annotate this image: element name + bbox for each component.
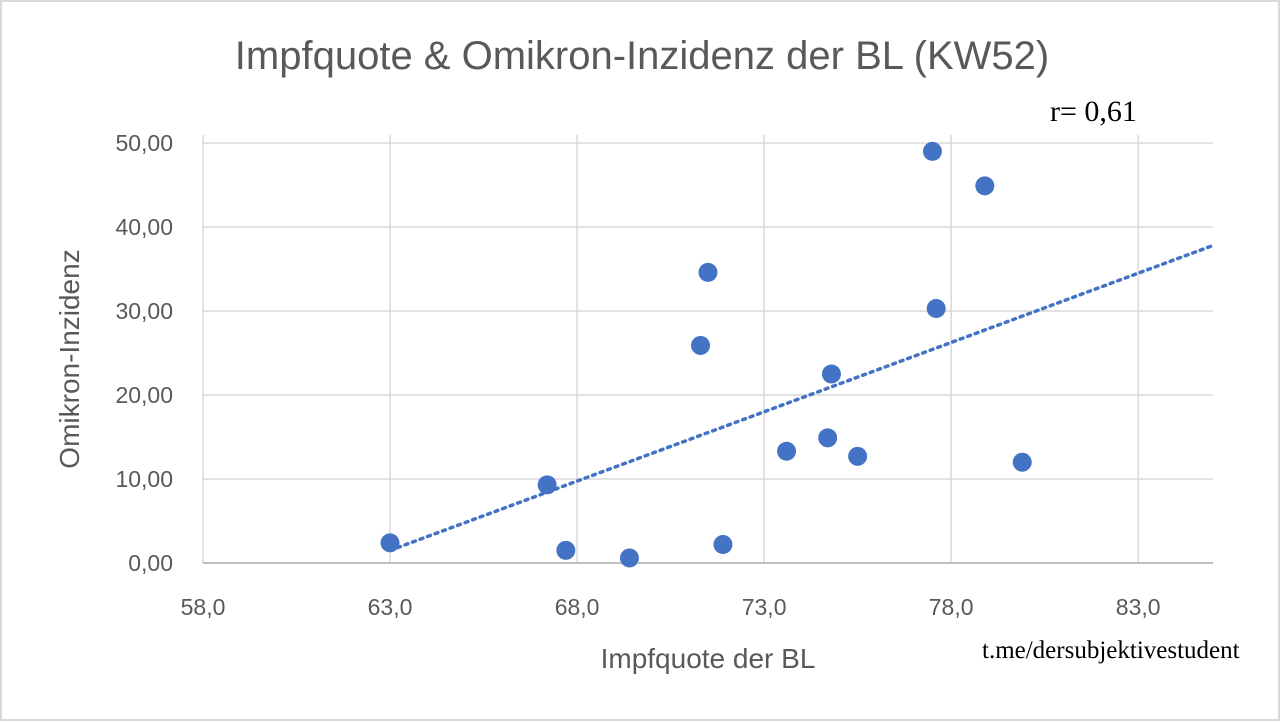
x-tick-label-1: 63,0 (368, 594, 413, 620)
data-point-12 (926, 298, 946, 318)
y-tick-labels: 0,00 10,00 20,00 30,00 40,00 50,00 (115, 130, 173, 576)
x-tick-label-2: 68,0 (555, 594, 600, 620)
x-tick-label-3: 73,0 (742, 594, 787, 620)
y-tick-label-5: 50,00 (115, 130, 173, 156)
data-point-3 (619, 548, 639, 568)
y-tick-label-2: 20,00 (115, 382, 173, 408)
data-point-13 (975, 176, 995, 196)
vertical-gridlines (202, 135, 1139, 563)
x-tick-label-4: 78,0 (929, 594, 974, 620)
data-point-7 (777, 441, 797, 461)
chart-title: Impfquote & Omikron-Inzidenz der BL (KW5… (234, 34, 1050, 78)
x-tick-labels: 58,0 63,0 68,0 73,0 78,0 83,0 (181, 594, 1161, 620)
data-point-10 (848, 446, 868, 466)
data-point-4 (691, 335, 711, 355)
data-point-2 (556, 540, 576, 560)
y-tick-label-4: 40,00 (115, 214, 173, 240)
data-point-9 (821, 364, 841, 384)
data-point-11 (922, 141, 942, 161)
y-tick-label-3: 30,00 (115, 298, 173, 324)
data-point-8 (818, 428, 838, 448)
horizontal-gridlines (203, 142, 1213, 564)
x-axis-title: Impfquote der BL (601, 643, 816, 674)
trendline (388, 243, 1215, 553)
data-point-1 (537, 475, 557, 495)
x-tick-label-0: 58,0 (181, 594, 226, 620)
data-point-6 (713, 535, 733, 555)
x-tick-label-5: 83,0 (1116, 594, 1161, 620)
y-axis-title: Omikron-Inzidenz (54, 249, 85, 468)
correlation-annotation: r= 0,61 (1050, 95, 1137, 128)
data-point-0 (380, 533, 400, 553)
data-points (380, 141, 1032, 568)
y-tick-label-1: 10,00 (115, 466, 173, 492)
trendline-group (388, 243, 1215, 553)
data-point-5 (698, 262, 718, 282)
watermark-text: t.me/dersubjektivestudent (982, 637, 1240, 664)
y-tick-label-0: 0,00 (128, 550, 173, 576)
data-point-14 (1012, 452, 1032, 472)
